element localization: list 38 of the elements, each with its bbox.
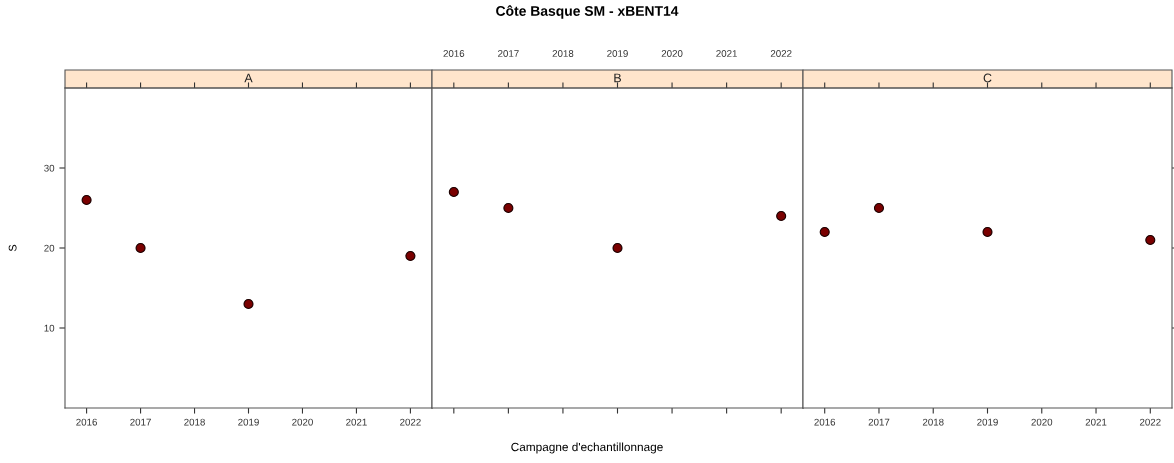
point — [405, 250, 416, 262]
point — [243, 298, 254, 310]
x-tick-label: 2022 — [770, 50, 792, 57]
y-tick-label: 30 — [44, 164, 55, 172]
chart-subtitle: A — [244, 73, 253, 83]
point — [776, 210, 787, 222]
chart-subtitle: B — [614, 73, 622, 83]
y-tick-label: 10 — [44, 324, 55, 332]
x-axis-title: Campagne d'echantillonnage — [511, 442, 663, 454]
x-tick-label: 2017 — [130, 418, 151, 426]
x-tick-label: 2016 — [814, 418, 836, 426]
x-tick-label: 2016 — [76, 418, 97, 426]
x-tick-label: 2022 — [1139, 418, 1161, 426]
x-tick-label: 2021 — [716, 50, 737, 57]
x-tick-label: 2022 — [400, 418, 421, 426]
x-tick-label: 2021 — [346, 418, 367, 426]
point — [612, 242, 623, 254]
chart-title: Côte Basque SM - xBENT14 — [496, 5, 679, 19]
y-axis-title: S — [8, 244, 17, 252]
x-tick-label: 2016 — [443, 50, 465, 57]
x-tick-label: 2018 — [184, 418, 205, 426]
x-tick-label: 2020 — [1031, 418, 1053, 426]
point — [135, 242, 146, 254]
y-tick-label: 20 — [44, 244, 55, 252]
x-tick-label: 2018 — [922, 418, 944, 426]
point — [503, 202, 514, 214]
x-tick-label: 2019 — [238, 418, 259, 426]
chart-subtitle: C — [983, 73, 992, 83]
x-tick-label: 2018 — [552, 50, 574, 57]
x-tick-label: 2020 — [292, 418, 313, 426]
x-tick-label: 2019 — [977, 418, 998, 426]
x-tick-label: 2019 — [607, 50, 628, 57]
point — [448, 186, 459, 198]
x-tick-label: 2017 — [868, 418, 890, 426]
x-tick-label: 2021 — [1085, 418, 1107, 426]
point — [81, 194, 92, 206]
x-tick-label: 2020 — [661, 50, 683, 57]
x-tick-label: 2017 — [498, 50, 519, 57]
